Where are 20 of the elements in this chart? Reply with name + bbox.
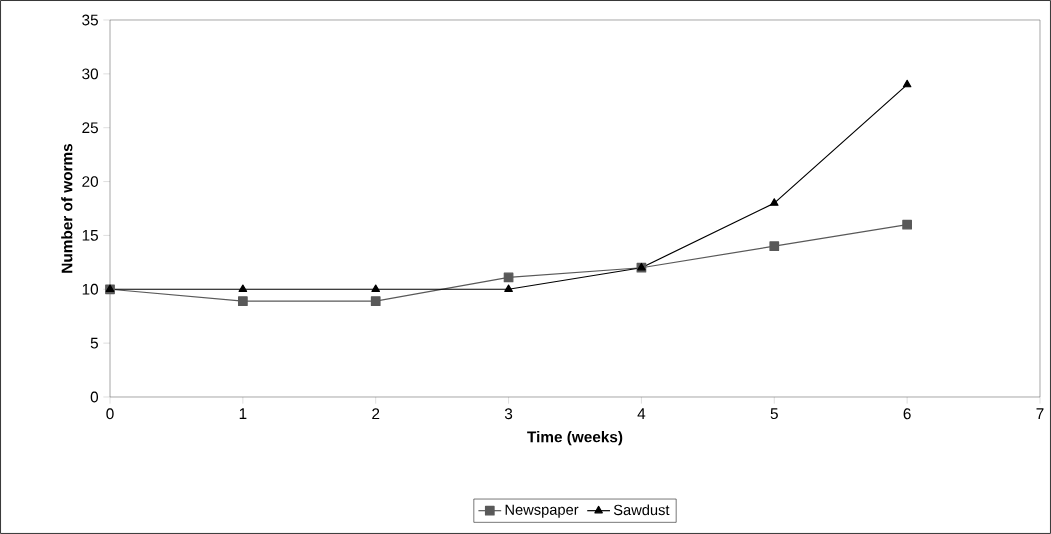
x-tick-label: 4 xyxy=(637,408,646,419)
x-tick-label: 2 xyxy=(372,408,380,420)
y-tick-label: 25 xyxy=(82,122,98,134)
x-tick-label: 3 xyxy=(504,408,513,420)
x-axis-title: Time (weeks) xyxy=(527,431,623,446)
y-tick-label: 30 xyxy=(82,68,99,80)
y-tick-label: 10 xyxy=(82,283,99,295)
x-tick-label: 6 xyxy=(903,408,911,420)
x-tick-label: 7 xyxy=(1036,408,1044,419)
y-tick-label: 5 xyxy=(90,337,98,349)
y-tick-label: 15 xyxy=(82,230,98,241)
y-tick-label: 20 xyxy=(82,176,99,187)
legend-label: Newspaper xyxy=(505,504,579,518)
y-tick-label: 0 xyxy=(90,391,99,403)
x-tick-label: 0 xyxy=(106,408,114,420)
x-tick-label: 1 xyxy=(239,408,247,419)
y-tick-label: 35 xyxy=(82,14,98,26)
x-tick-label: 5 xyxy=(770,408,778,420)
y-axis-title: Number of worms xyxy=(61,143,73,273)
legend-label: Sawdust xyxy=(613,504,670,516)
